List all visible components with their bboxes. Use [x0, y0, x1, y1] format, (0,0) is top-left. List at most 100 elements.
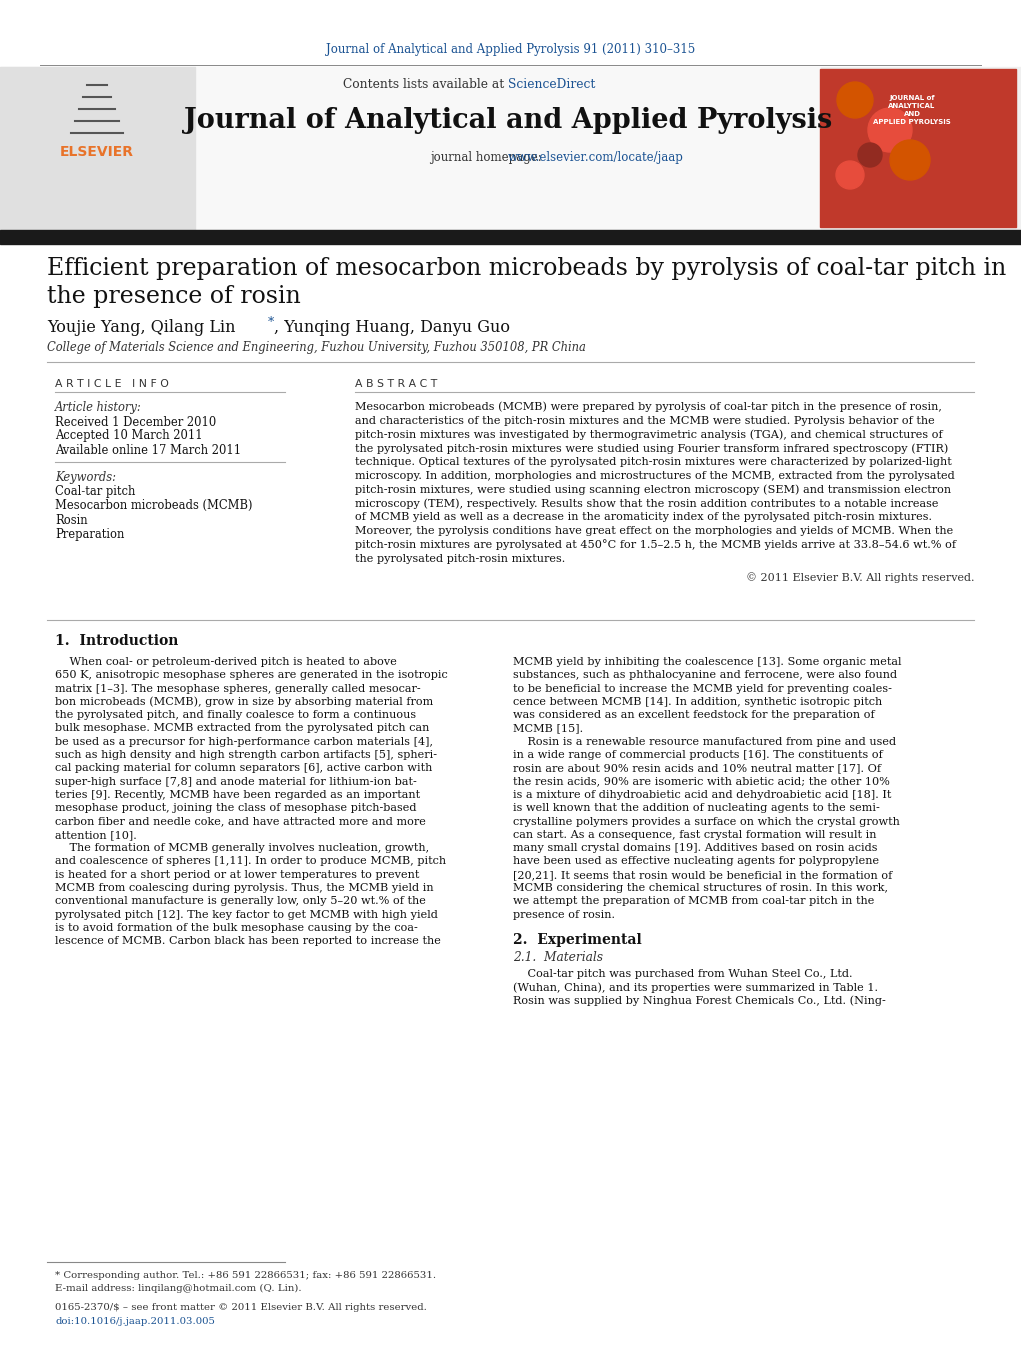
Text: presence of rosin.: presence of rosin. — [513, 909, 615, 920]
Bar — [0, 68, 1021, 230]
Text: © 2011 Elsevier B.V. All rights reserved.: © 2011 Elsevier B.V. All rights reserved… — [745, 573, 974, 584]
Circle shape — [868, 108, 912, 153]
Text: is well known that the addition of nucleating agents to the semi-: is well known that the addition of nucle… — [513, 804, 880, 813]
Text: A R T I C L E   I N F O: A R T I C L E I N F O — [55, 380, 168, 389]
Text: 1.  Introduction: 1. Introduction — [55, 634, 179, 648]
Text: 2.1.  Materials: 2.1. Materials — [513, 951, 603, 965]
Bar — [0, 68, 195, 230]
Text: pitch-rosin mixtures was investigated by thermogravimetric analysis (TGA), and c: pitch-rosin mixtures was investigated by… — [355, 430, 942, 440]
Text: the pyrolysated pitch-rosin mixtures were studied using Fourier transform infrar: the pyrolysated pitch-rosin mixtures wer… — [355, 443, 949, 454]
Text: was considered as an excellent feedstock for the preparation of: was considered as an excellent feedstock… — [513, 711, 875, 720]
Text: lescence of MCMB. Carbon black has been reported to increase the: lescence of MCMB. Carbon black has been … — [55, 936, 441, 946]
Text: Journal of Analytical and Applied Pyrolysis 91 (2011) 310–315: Journal of Analytical and Applied Pyroly… — [327, 43, 695, 57]
Circle shape — [858, 143, 882, 168]
Text: have been used as effective nucleating agents for polypropylene: have been used as effective nucleating a… — [513, 857, 879, 866]
Text: mesophase product, joining the class of mesophase pitch-based: mesophase product, joining the class of … — [55, 804, 417, 813]
Text: Coal-tar pitch: Coal-tar pitch — [55, 485, 136, 497]
Text: we attempt the preparation of MCMB from coal-tar pitch in the: we attempt the preparation of MCMB from … — [513, 897, 874, 907]
Text: The formation of MCMB generally involves nucleation, growth,: The formation of MCMB generally involves… — [55, 843, 429, 854]
Text: many small crystal domains [19]. Additives based on rosin acids: many small crystal domains [19]. Additiv… — [513, 843, 877, 854]
Text: Efficient preparation of mesocarbon microbeads by pyrolysis of coal-tar pitch in: Efficient preparation of mesocarbon micr… — [47, 257, 1007, 280]
Text: 650 K, anisotropic mesophase spheres are generated in the isotropic: 650 K, anisotropic mesophase spheres are… — [55, 670, 448, 681]
Text: carbon fiber and needle coke, and have attracted more and more: carbon fiber and needle coke, and have a… — [55, 816, 426, 827]
Bar — [195, 68, 820, 230]
Text: Accepted 10 March 2011: Accepted 10 March 2011 — [55, 430, 202, 443]
Text: Rosin: Rosin — [55, 513, 88, 527]
Text: matrix [1–3]. The mesophase spheres, generally called mesocar-: matrix [1–3]. The mesophase spheres, gen… — [55, 684, 421, 693]
Text: When coal- or petroleum-derived pitch is heated to above: When coal- or petroleum-derived pitch is… — [55, 657, 397, 667]
Text: * Corresponding author. Tel.: +86 591 22866531; fax: +86 591 22866531.: * Corresponding author. Tel.: +86 591 22… — [55, 1270, 436, 1279]
Text: College of Materials Science and Engineering, Fuzhou University, Fuzhou 350108, : College of Materials Science and Enginee… — [47, 340, 586, 354]
Text: 2.  Experimental: 2. Experimental — [513, 934, 642, 947]
Text: crystalline polymers provides a surface on which the crystal growth: crystalline polymers provides a surface … — [513, 816, 900, 827]
Text: *: * — [268, 316, 275, 330]
Text: microscopy. In addition, morphologies and microstructures of the MCMB, extracted: microscopy. In addition, morphologies an… — [355, 471, 955, 481]
Text: the resin acids, 90% are isomeric with abietic acid; the other 10%: the resin acids, 90% are isomeric with a… — [513, 777, 890, 786]
Text: JOURNAL of
ANALYTICAL
AND
APPLIED PYROLYSIS: JOURNAL of ANALYTICAL AND APPLIED PYROLY… — [873, 95, 951, 126]
Text: attention [10].: attention [10]. — [55, 830, 137, 840]
Text: (Wuhan, China), and its properties were summarized in Table 1.: (Wuhan, China), and its properties were … — [513, 982, 878, 993]
Text: Moreover, the pyrolysis conditions have great effect on the morphologies and yie: Moreover, the pyrolysis conditions have … — [355, 526, 954, 536]
Text: MCMB from coalescing during pyrolysis. Thus, the MCMB yield in: MCMB from coalescing during pyrolysis. T… — [55, 884, 434, 893]
Bar — [0, 230, 1021, 245]
Text: 0165-2370/$ – see front matter © 2011 Elsevier B.V. All rights reserved.: 0165-2370/$ – see front matter © 2011 El… — [55, 1304, 427, 1313]
Text: Received 1 December 2010: Received 1 December 2010 — [55, 416, 216, 428]
Text: substances, such as phthalocyanine and ferrocene, were also found: substances, such as phthalocyanine and f… — [513, 670, 897, 681]
Text: A B S T R A C T: A B S T R A C T — [355, 380, 437, 389]
Text: cal packing material for column separators [6], active carbon with: cal packing material for column separato… — [55, 763, 432, 773]
Text: pyrolysated pitch [12]. The key factor to get MCMB with high yield: pyrolysated pitch [12]. The key factor t… — [55, 909, 438, 920]
Text: technique. Optical textures of the pyrolysated pitch-rosin mixtures were charact: technique. Optical textures of the pyrol… — [355, 457, 952, 467]
Text: the pyrolysated pitch-rosin mixtures.: the pyrolysated pitch-rosin mixtures. — [355, 554, 566, 563]
Text: Keywords:: Keywords: — [55, 470, 116, 484]
Circle shape — [905, 80, 935, 109]
Text: Contents lists available at: Contents lists available at — [343, 77, 508, 91]
Text: microscopy (TEM), respectively. Results show that the rosin addition contributes: microscopy (TEM), respectively. Results … — [355, 499, 938, 509]
Text: is a mixture of dihydroabietic acid and dehydroabietic acid [18]. It: is a mixture of dihydroabietic acid and … — [513, 790, 891, 800]
Text: Article history:: Article history: — [55, 401, 142, 415]
Text: be used as a precursor for high-performance carbon materials [4],: be used as a precursor for high-performa… — [55, 736, 433, 747]
Text: Journal of Analytical and Applied Pyrolysis: Journal of Analytical and Applied Pyroly… — [184, 107, 832, 134]
Text: [20,21]. It seems that rosin would be beneficial in the formation of: [20,21]. It seems that rosin would be be… — [513, 870, 892, 880]
Circle shape — [837, 82, 873, 118]
Text: bulk mesophase. MCMB extracted from the pyrolysated pitch can: bulk mesophase. MCMB extracted from the … — [55, 724, 430, 734]
Text: rosin are about 90% resin acids and 10% neutral matter [17]. Of: rosin are about 90% resin acids and 10% … — [513, 763, 881, 773]
Text: Available online 17 March 2011: Available online 17 March 2011 — [55, 443, 241, 457]
Text: MCMB considering the chemical structures of rosin. In this work,: MCMB considering the chemical structures… — [513, 884, 888, 893]
Text: E-mail address: linqilang@hotmail.com (Q. Lin).: E-mail address: linqilang@hotmail.com (Q… — [55, 1283, 301, 1293]
Text: conventional manufacture is generally low, only 5–20 wt.% of the: conventional manufacture is generally lo… — [55, 897, 426, 907]
Circle shape — [836, 161, 864, 189]
Text: doi:10.1016/j.jaap.2011.03.005: doi:10.1016/j.jaap.2011.03.005 — [55, 1316, 214, 1325]
Text: cence between MCMB [14]. In addition, synthetic isotropic pitch: cence between MCMB [14]. In addition, sy… — [513, 697, 882, 707]
Text: the pyrolysated pitch, and finally coalesce to form a continuous: the pyrolysated pitch, and finally coale… — [55, 711, 417, 720]
Text: ELSEVIER: ELSEVIER — [60, 145, 134, 159]
Text: www.elsevier.com/locate/jaap: www.elsevier.com/locate/jaap — [508, 150, 684, 163]
Text: of MCMB yield as well as a decrease in the aromaticity index of the pyrolysated : of MCMB yield as well as a decrease in t… — [355, 512, 932, 523]
Text: Coal-tar pitch was purchased from Wuhan Steel Co., Ltd.: Coal-tar pitch was purchased from Wuhan … — [513, 969, 853, 979]
Text: bon microbeads (MCMB), grow in size by absorbing material from: bon microbeads (MCMB), grow in size by a… — [55, 697, 433, 707]
Text: super-high surface [7,8] and anode material for lithium-ion bat-: super-high surface [7,8] and anode mater… — [55, 777, 417, 786]
Text: MCMB yield by inhibiting the coalescence [13]. Some organic metal: MCMB yield by inhibiting the coalescence… — [513, 657, 902, 667]
Text: in a wide range of commercial products [16]. The constituents of: in a wide range of commercial products [… — [513, 750, 883, 761]
Text: and coalescence of spheres [1,11]. In order to produce MCMB, pitch: and coalescence of spheres [1,11]. In or… — [55, 857, 446, 866]
Text: pitch-rosin mixtures are pyrolysated at 450°C for 1.5–2.5 h, the MCMB yields arr: pitch-rosin mixtures are pyrolysated at … — [355, 539, 956, 550]
Text: is to avoid formation of the bulk mesophase causing by the coa-: is to avoid formation of the bulk mesoph… — [55, 923, 418, 934]
Text: Youjie Yang, Qilang Lin: Youjie Yang, Qilang Lin — [47, 319, 236, 335]
Circle shape — [890, 141, 930, 180]
Text: such as high density and high strength carbon artifacts [5], spheri-: such as high density and high strength c… — [55, 750, 437, 761]
Text: is heated for a short period or at lower temperatures to prevent: is heated for a short period or at lower… — [55, 870, 420, 880]
Text: Mesocarbon microbeads (MCMB) were prepared by pyrolysis of coal-tar pitch in the: Mesocarbon microbeads (MCMB) were prepar… — [355, 401, 942, 412]
Text: Mesocarbon microbeads (MCMB): Mesocarbon microbeads (MCMB) — [55, 499, 252, 512]
Text: teries [9]. Recently, MCMB have been regarded as an important: teries [9]. Recently, MCMB have been reg… — [55, 790, 420, 800]
Text: journal homepage:: journal homepage: — [430, 150, 545, 163]
Text: Rosin is a renewable resource manufactured from pine and used: Rosin is a renewable resource manufactur… — [513, 736, 896, 747]
Text: to be beneficial to increase the MCMB yield for preventing coales-: to be beneficial to increase the MCMB yi… — [513, 684, 892, 693]
Text: the presence of rosin: the presence of rosin — [47, 285, 301, 308]
Text: can start. As a consequence, fast crystal formation will result in: can start. As a consequence, fast crysta… — [513, 830, 876, 840]
Text: and characteristics of the pitch-rosin mixtures and the MCMB were studied. Pyrol: and characteristics of the pitch-rosin m… — [355, 416, 935, 426]
Text: pitch-rosin mixtures, were studied using scanning electron microscopy (SEM) and : pitch-rosin mixtures, were studied using… — [355, 485, 952, 494]
Text: , Yunqing Huang, Danyu Guo: , Yunqing Huang, Danyu Guo — [274, 319, 510, 335]
Text: ScienceDirect: ScienceDirect — [508, 77, 595, 91]
Text: Preparation: Preparation — [55, 528, 125, 540]
Text: MCMB [15].: MCMB [15]. — [513, 724, 583, 734]
Bar — [820, 69, 1016, 227]
